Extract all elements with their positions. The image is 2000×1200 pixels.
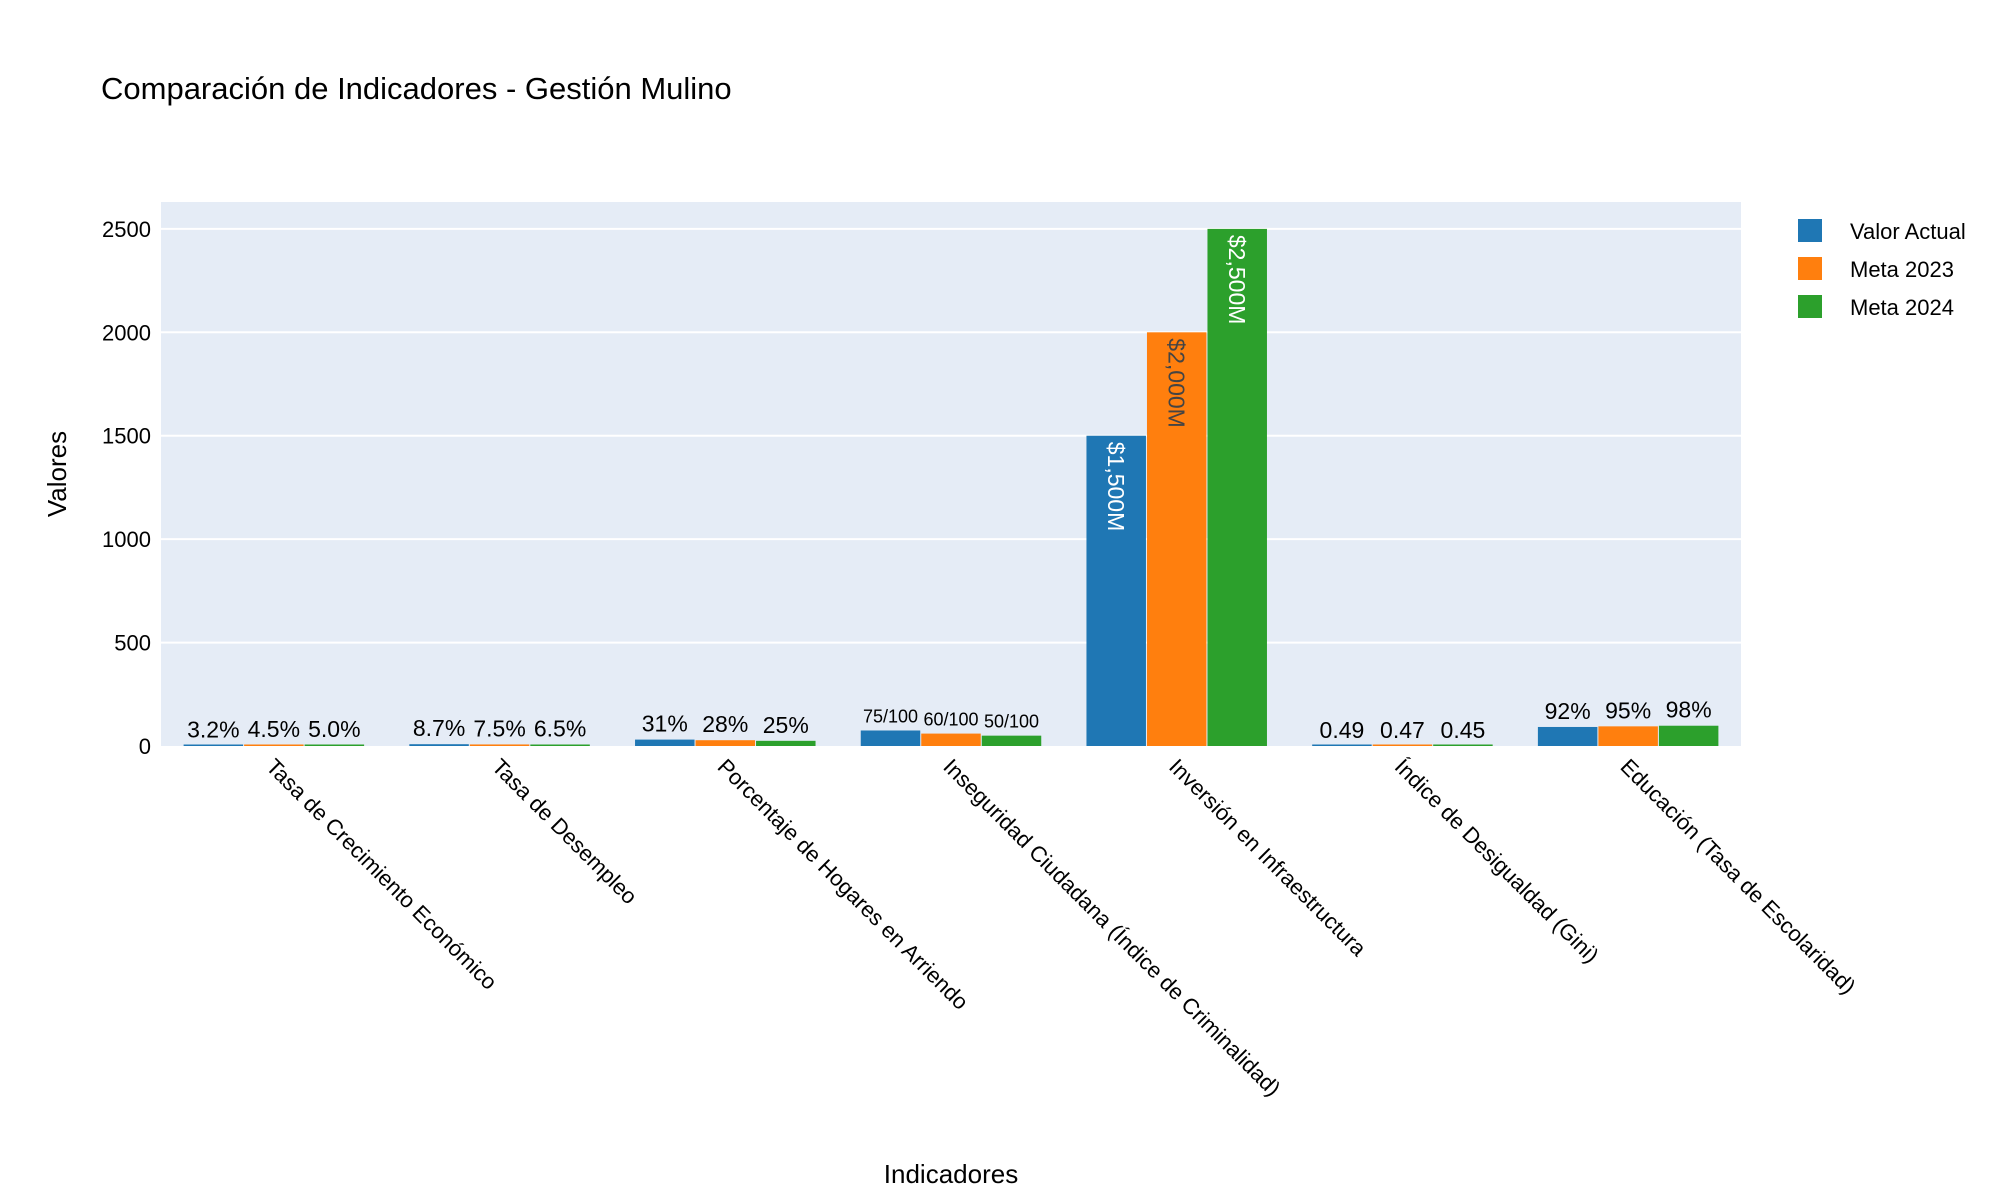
bar [409,744,469,746]
bar [304,744,365,746]
bar-label: 0.49 [1320,717,1365,743]
legend-swatch [1798,219,1822,242]
bar-label: 60/100 [923,710,978,730]
bar [1433,744,1493,746]
bar [695,740,756,746]
bar-label: 28% [702,711,748,737]
bar-label: 5.0% [308,716,360,742]
x-tick-label: Tasa de Crecimiento Económico [261,754,502,995]
bar [469,744,530,746]
x-tick-label: Índice de Desigualdad (Gini) [1390,754,1604,968]
bar [1146,332,1207,746]
x-tick-label: Tasa de Desempleo [487,754,642,909]
bar [530,744,590,746]
bar [1312,744,1372,746]
bar-label: $1,500M [1103,442,1129,532]
legend-label: Valor Actual [1850,219,1966,244]
x-tick-label: Porcentaje de Hogares en Arriendo [713,754,974,1015]
bar-label: 3.2% [187,716,239,742]
bar [1658,725,1719,746]
bar [860,730,921,746]
bar-labels: 3.2% 8.7% 31% 75/100 $1,500M 0.49 92% 4.5% 7.5% 2… [187,235,1712,743]
legend: Valor Actual Meta 2023 Meta 2024 [1798,219,1966,320]
legend-swatch [1798,295,1822,318]
bar-label: 75/100 [863,706,918,726]
bar [1598,726,1658,746]
bar-label: 4.5% [248,716,300,742]
y-tick-label: 1000 [102,527,151,552]
bars [183,228,1719,746]
grid-lines [161,227,1741,644]
bar-label: 92% [1545,698,1591,724]
bar-label: $2,500M [1224,235,1250,325]
bar-label: 50/100 [984,712,1039,732]
bar-label: 7.5% [473,715,525,741]
chart-title: Comparación de Indicadores - Gestión Mul… [101,71,732,106]
y-tick-label: 1500 [102,424,151,449]
y-axis-title: Valores [42,431,72,517]
bar-label: 25% [763,712,809,738]
bar [1537,726,1598,746]
bar [1086,435,1146,746]
x-tick-label: Educación (Tasa de Escolaridad) [1616,754,1861,999]
bar-label: 8.7% [413,715,465,741]
y-tick-label: 2000 [102,320,151,345]
plot-area [161,202,1741,746]
bar [756,740,816,746]
y-tick-label: 2500 [102,217,151,242]
bar [981,735,1042,746]
bar-label: 95% [1605,697,1651,723]
bar-label: 31% [642,711,688,737]
bar-label: 98% [1666,697,1712,723]
legend-label: Meta 2024 [1850,295,1954,320]
x-tick-label: Inversión en Infraestructura [1164,754,1372,962]
x-axis-title: Indicadores [884,1159,1018,1189]
bar [921,733,981,746]
bar-label: 0.45 [1441,717,1486,743]
y-axis-ticks: 0 500 1000 1500 2000 2500 [102,217,151,759]
bar-label: 0.47 [1380,717,1425,743]
y-tick-label: 500 [114,631,151,656]
legend-label: Meta 2023 [1850,257,1954,282]
bar [183,744,244,746]
bar [244,744,304,746]
bar [1372,744,1433,746]
bar-label: $2,000M [1164,338,1190,428]
bar-label: 6.5% [534,716,586,742]
bar [1207,228,1267,746]
bar [635,739,695,746]
legend-swatch [1798,257,1822,280]
y-tick-label: 0 [139,734,151,759]
